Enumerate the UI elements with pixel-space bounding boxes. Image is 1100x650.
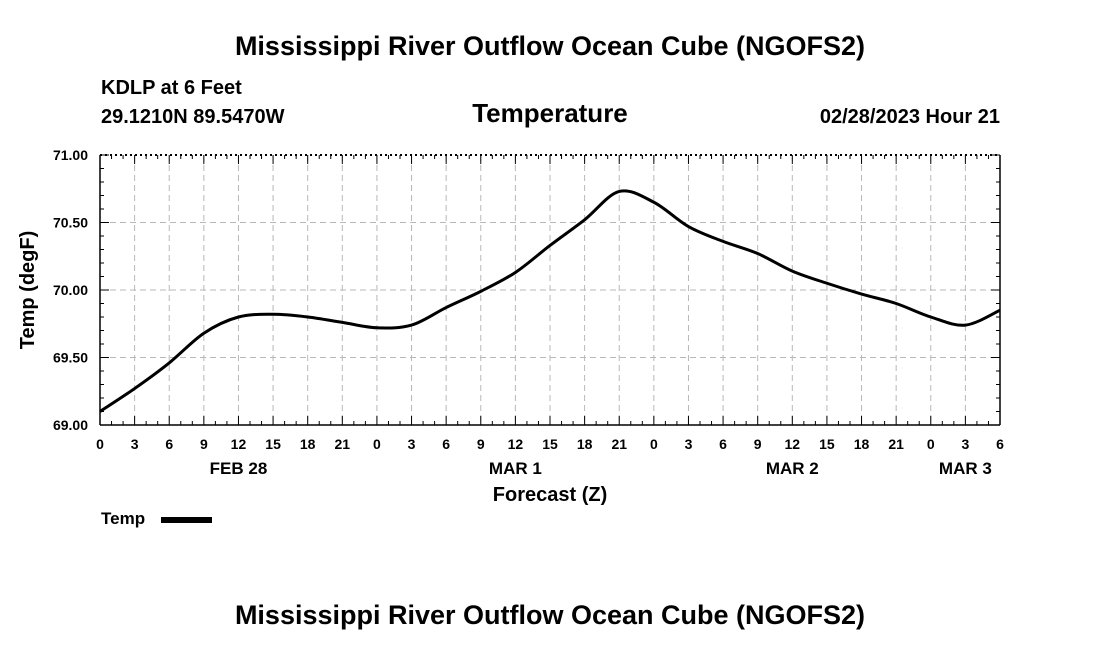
x-tick-label: 15 — [819, 436, 835, 452]
date-label: MAR 1 — [489, 459, 542, 478]
y-axis-label: Temp (degF) — [17, 231, 39, 350]
x-tick-label: 18 — [300, 436, 316, 452]
footer-title: Mississippi River Outflow Ocean Cube (NG… — [234, 600, 866, 630]
x-tick-label: 3 — [685, 436, 693, 452]
date-label: MAR 2 — [766, 459, 819, 478]
x-tick-label: 12 — [785, 436, 801, 452]
x-tick-label: 0 — [96, 436, 104, 452]
station-coordinates: 29.1210N 89.5470W — [101, 106, 285, 128]
y-tick-label: 70.50 — [53, 215, 88, 231]
legend-swatch — [161, 517, 212, 523]
y-tick-label: 71.00 — [53, 147, 88, 163]
x-axis-label: Forecast (Z) — [493, 484, 607, 506]
legend-label: Temp — [101, 509, 146, 528]
x-tick-label: 21 — [335, 436, 351, 452]
y-tick-label: 69.50 — [53, 350, 88, 366]
x-tick-label: 6 — [442, 436, 450, 452]
x-tick-label: 18 — [577, 436, 593, 452]
chart-title: Temperature — [472, 98, 628, 128]
x-tick-label: 6 — [996, 436, 1004, 452]
date-label: FEB 28 — [210, 459, 268, 478]
station-label: KDLP at 6 Feet — [101, 77, 242, 99]
x-tick-label: 3 — [408, 436, 416, 452]
temp-series-line — [99, 189, 1001, 413]
x-tick-label: 9 — [754, 436, 762, 452]
x-tick-label: 3 — [961, 436, 969, 452]
x-tick-label: 18 — [854, 436, 870, 452]
forecast-datetime: 02/28/2023 Hour 21 — [819, 106, 1000, 128]
x-tick-label: 0 — [650, 436, 658, 452]
x-tick-label: 12 — [508, 436, 524, 452]
y-tick-label: 69.00 — [53, 417, 88, 433]
x-tick-label: 6 — [719, 436, 727, 452]
x-tick-label: 0 — [373, 436, 381, 452]
x-tick-label: 15 — [542, 436, 558, 452]
x-tick-label: 21 — [611, 436, 627, 452]
x-tick-label: 12 — [231, 436, 247, 452]
main-title: Mississippi River Outflow Ocean Cube (NG… — [234, 31, 866, 61]
x-tick-label: 21 — [888, 436, 904, 452]
x-tick-label: 15 — [265, 436, 281, 452]
x-tick-label: 6 — [165, 436, 173, 452]
x-tick-label: 9 — [477, 436, 485, 452]
x-tick-label: 3 — [131, 436, 139, 452]
x-tick-label: 0 — [927, 436, 935, 452]
x-tick-label: 9 — [200, 436, 208, 452]
date-label: MAR 3 — [939, 459, 992, 478]
y-tick-label: 70.00 — [53, 282, 88, 298]
